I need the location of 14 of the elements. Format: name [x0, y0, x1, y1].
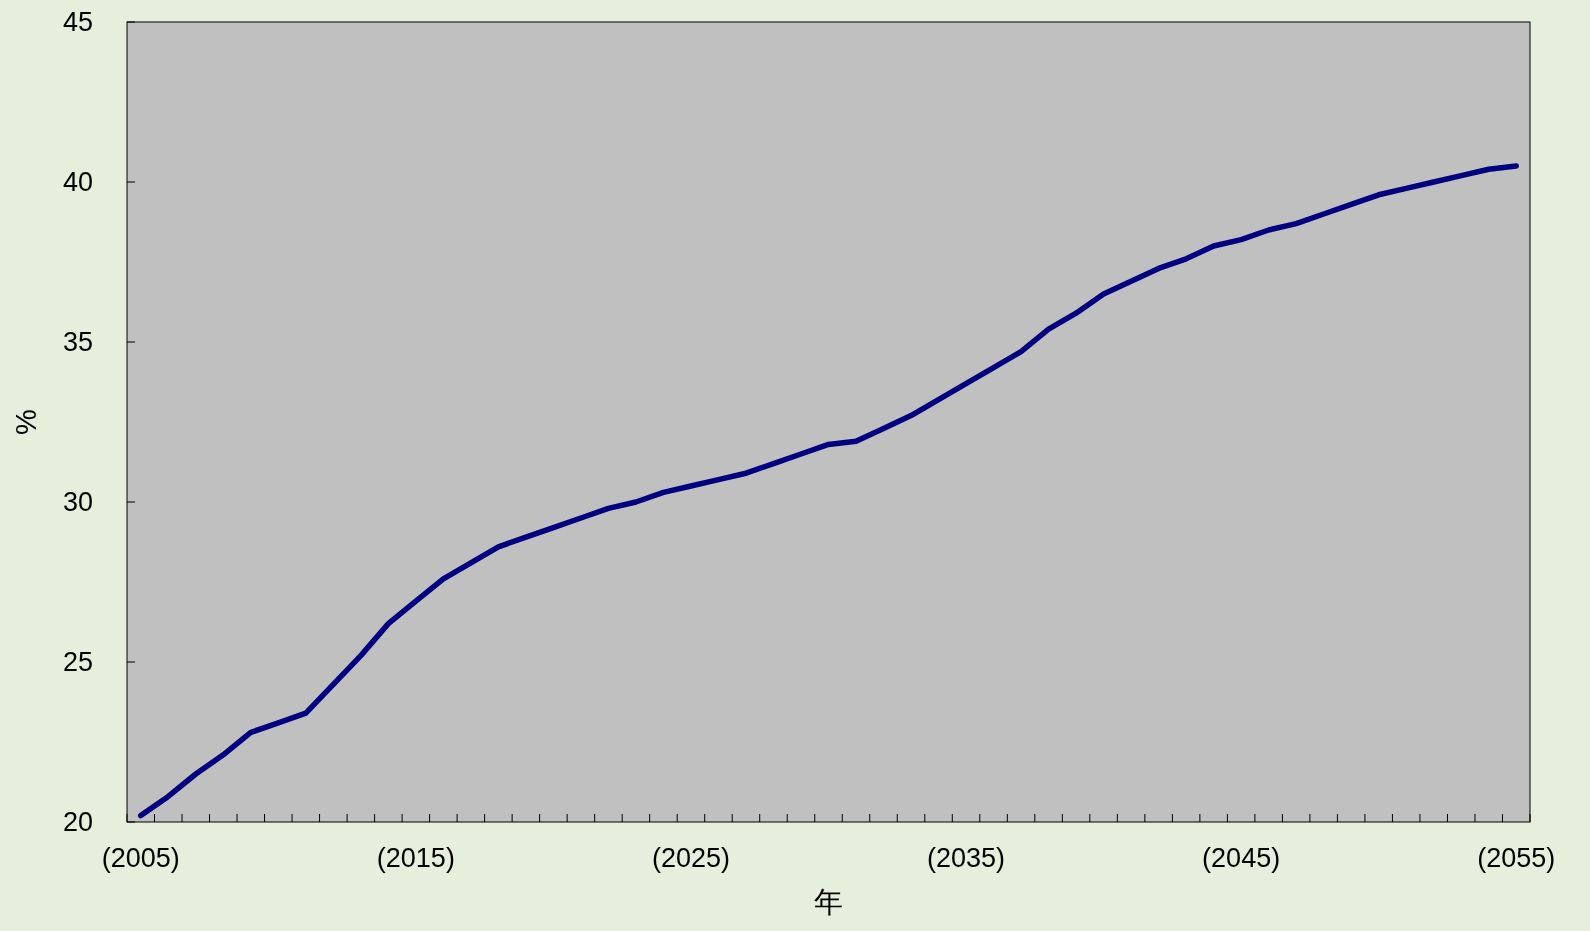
x-tick-label: (2015): [376, 843, 455, 873]
y-tick-label: 45: [62, 7, 93, 37]
x-tick-label: (2055): [1477, 843, 1556, 873]
y-tick-label: 30: [62, 487, 93, 517]
x-tick-label: (2025): [651, 843, 730, 873]
y-axis-title: %: [10, 409, 42, 435]
x-tick-label: (2005): [101, 843, 180, 873]
x-axis-title: 年: [814, 886, 843, 918]
y-tick-label: 25: [62, 647, 93, 677]
y-tick-label: 35: [62, 327, 93, 357]
x-tick-label: (2045): [1202, 843, 1281, 873]
y-tick-label: 40: [62, 167, 93, 197]
x-tick-label: (2035): [927, 843, 1006, 873]
y-tick-label: 20: [62, 807, 93, 837]
